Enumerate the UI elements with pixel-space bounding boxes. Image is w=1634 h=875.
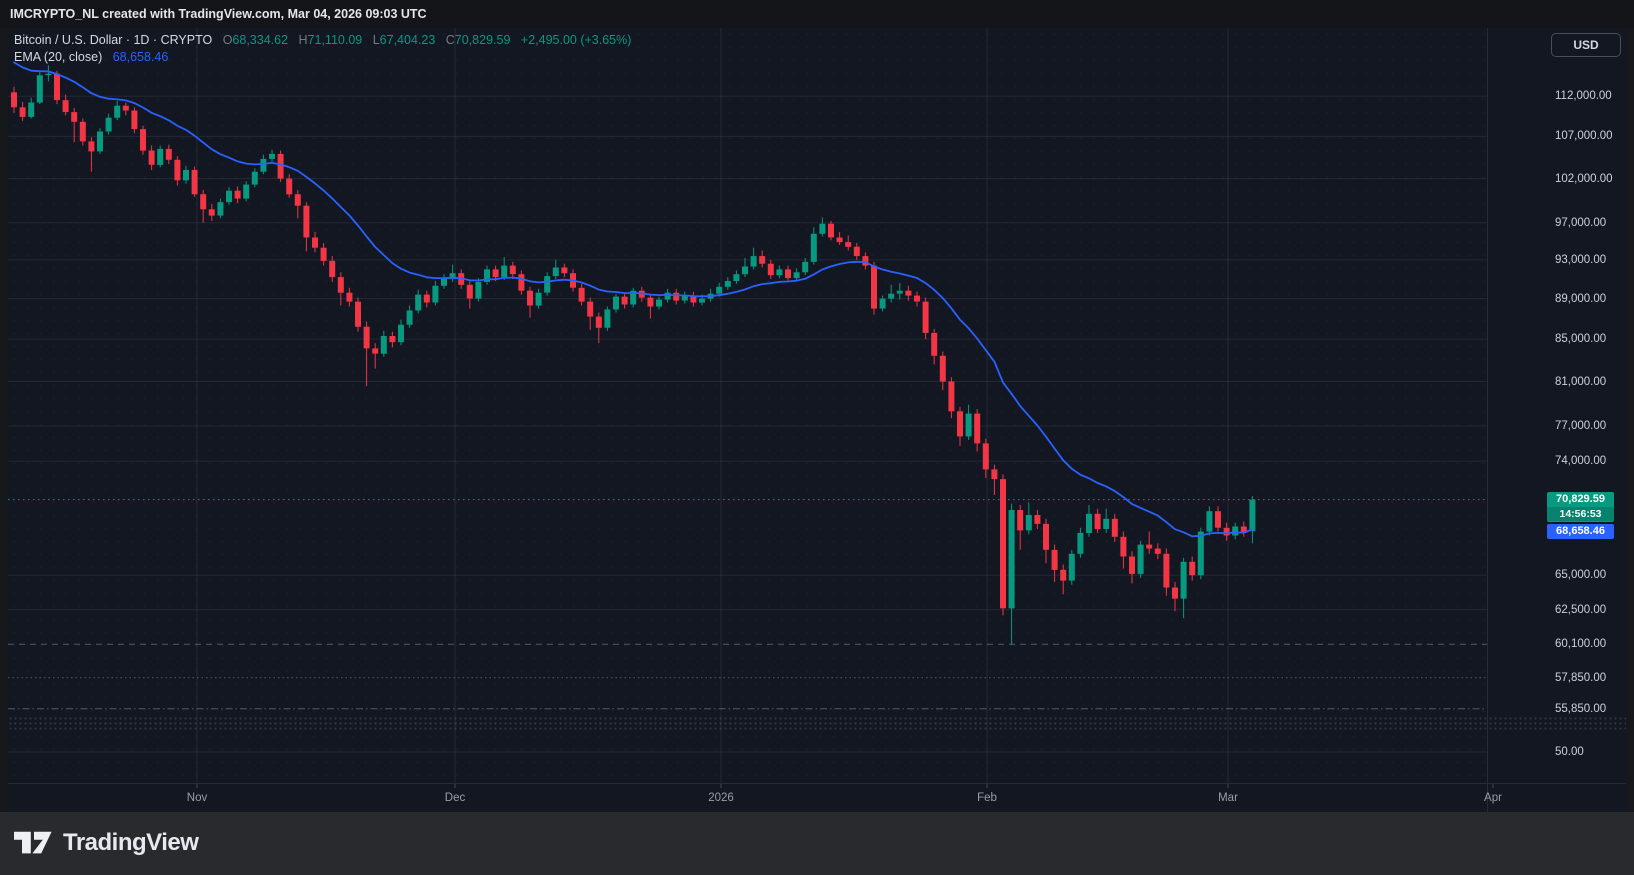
- ema-price-tag: 68,658.46: [1547, 524, 1614, 539]
- price-axis-label: 102,000.00: [1555, 172, 1613, 185]
- close-value: 70,829.59: [454, 33, 511, 47]
- price-axis-border: [1487, 28, 1488, 812]
- change-value: +2,495.00 (+3.65%): [520, 33, 632, 47]
- legend-row-symbol[interactable]: Bitcoin / U.S. Dollar · 1D · CRYPTO O68,…: [14, 32, 631, 49]
- price-axis-label: 77,000.00: [1555, 420, 1607, 433]
- open-value: 68,334.62: [232, 33, 289, 47]
- low-value: 67,404.23: [379, 33, 436, 47]
- last-price-tag: 70,829.59 14:56:53: [1547, 492, 1614, 522]
- price-axis-label: 81,000.00: [1555, 375, 1607, 388]
- tradingview-logo[interactable]: TradingView: [14, 829, 199, 857]
- legend-row-indicator[interactable]: EMA (20, close) 68,658.46: [14, 49, 631, 66]
- close-label: C: [445, 33, 455, 47]
- time-axis-border: [8, 783, 1626, 784]
- plot-dot-grid: [8, 28, 1487, 783]
- time-axis-label: Apr: [1484, 792, 1502, 804]
- price-axis-label: 55,850.00: [1555, 702, 1607, 715]
- price-axis-label: 93,000.00: [1555, 253, 1607, 266]
- indicator-name[interactable]: EMA (20, close): [14, 50, 103, 64]
- symbol-title[interactable]: Bitcoin / U.S. Dollar · 1D · CRYPTO: [14, 33, 213, 47]
- low-label: L: [372, 33, 380, 47]
- scale-compression-band: [8, 716, 1626, 732]
- chart-legend: Bitcoin / U.S. Dollar · 1D · CRYPTO O68,…: [14, 32, 631, 66]
- price-axis-label: 107,000.00: [1555, 130, 1613, 143]
- time-axis-label: 2026: [708, 792, 734, 804]
- time-axis-label: Nov: [186, 792, 208, 804]
- attribution-text: IMCRYPTO_NL created with TradingView.com…: [10, 7, 427, 21]
- price-axis-label: 62,500.00: [1555, 603, 1607, 616]
- price-axis-label: 60,100.00: [1555, 638, 1607, 651]
- price-axis-label: 97,000.00: [1555, 216, 1607, 229]
- price-axis-label: 112,000.00: [1555, 90, 1612, 103]
- price-axis-label: 74,000.00: [1555, 455, 1607, 468]
- high-value: 71,110.09: [307, 33, 363, 47]
- tradingview-logo-text: TradingView: [63, 829, 199, 856]
- bar-countdown: 14:56:53: [1547, 507, 1614, 521]
- attribution-bar: IMCRYPTO_NL created with TradingView.com…: [0, 0, 1634, 28]
- time-axis-label: Feb: [977, 792, 997, 804]
- time-axis-label: Dec: [444, 792, 466, 804]
- time-axis-label: Mar: [1218, 792, 1238, 804]
- price-axis-label: 89,000.00: [1555, 292, 1607, 305]
- indicator-value: 68,658.46: [112, 50, 169, 64]
- tradingview-logo-icon: [14, 831, 52, 854]
- currency-toggle-button[interactable]: USD: [1551, 33, 1621, 57]
- last-price-value: 70,829.59: [1556, 493, 1605, 505]
- price-axis-label: 85,000.00: [1555, 333, 1607, 346]
- price-axis-label: 57,850.00: [1555, 671, 1607, 684]
- high-label: H: [298, 33, 308, 47]
- footer-bar: TradingView: [0, 812, 1634, 875]
- price-axis-label: 50.00: [1555, 746, 1584, 758]
- price-axis-label: 65,000.00: [1555, 569, 1607, 582]
- open-label: O: [222, 33, 233, 47]
